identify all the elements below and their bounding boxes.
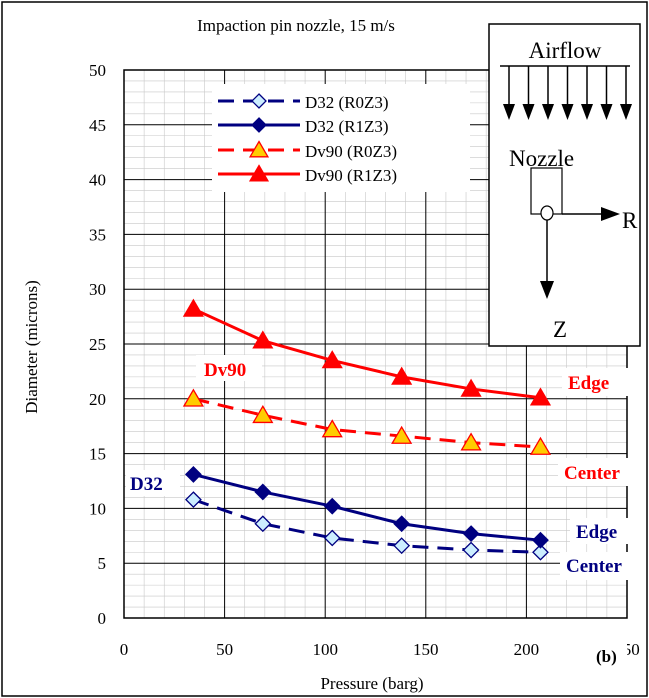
y-tick-label: 30 — [89, 280, 106, 299]
legend-label-d32-r1z3: D32 (R1Z3) — [305, 117, 389, 136]
x-tick-label: 200 — [514, 640, 540, 659]
data-series — [182, 298, 552, 561]
airflow-arrowhead — [522, 104, 535, 120]
series-2-point — [393, 515, 411, 533]
legend-label-dv90-r1z3: Dv90 (R1Z3) — [305, 166, 397, 185]
y-tick-label: 15 — [89, 445, 106, 464]
airflow-arrowhead — [542, 104, 554, 120]
series-1-point — [254, 515, 272, 533]
legend-swatch-marker-1 — [251, 93, 267, 109]
x-tick-label: 50 — [216, 640, 233, 659]
airflow-arrowhead — [581, 104, 593, 120]
airflow-arrows — [500, 65, 632, 120]
annotation-center-red: Center — [564, 463, 620, 484]
nozzle-schematic-inset: Airflow Nozzle R Z — [488, 23, 641, 347]
edge-blue-bg — [570, 518, 632, 544]
series-2-point — [532, 531, 549, 549]
y-tick-label: 50 — [89, 61, 106, 80]
nozzle-orifice — [540, 205, 554, 221]
center-blue-bg — [560, 552, 644, 580]
series-4-point — [391, 366, 413, 385]
z-axis-arrowhead — [540, 281, 554, 299]
series-3-point — [321, 419, 343, 438]
airflow-arrowhead — [561, 104, 574, 120]
series-4-point — [321, 350, 343, 369]
y-tick-label: 10 — [89, 499, 106, 518]
y-tick-label: 5 — [98, 554, 107, 573]
series-2-point — [323, 497, 341, 515]
annotation-d32: D32 — [130, 474, 163, 495]
x-axis-label: Pressure (barg) — [320, 674, 423, 693]
series-1-point — [462, 541, 480, 559]
series-3-point — [391, 425, 413, 444]
dv90-annotation-bg — [196, 355, 262, 381]
series-4-point — [460, 378, 482, 397]
panel-label: (b) — [596, 647, 617, 666]
y-tick-label: 20 — [89, 390, 106, 409]
series-2-point — [462, 525, 480, 543]
legend-swatch-marker-3 — [248, 140, 270, 158]
series-4-point — [529, 387, 552, 406]
annotation-dv90: Dv90 — [204, 360, 246, 381]
inset-r-label: R — [622, 208, 638, 233]
y-tick-label: 40 — [89, 171, 106, 190]
legend-swatch-marker-2 — [251, 117, 267, 133]
x-tick-labels: 050100150200250 — [120, 640, 640, 659]
inset-nozzle-label: Nozzle — [509, 146, 574, 171]
inset-z-label: Z — [553, 317, 567, 342]
legend: D32 (R0Z3) D32 (R1Z3) Dv90 (R0Z3) Dv90 (… — [212, 84, 470, 192]
x-tick-label: 0 — [120, 640, 129, 659]
inset-box — [488, 23, 641, 347]
annotation-edge-blue: Edge — [576, 522, 617, 543]
series-1-point — [323, 529, 341, 547]
d32-annotation-bg — [126, 470, 180, 496]
series-2-point — [184, 466, 202, 483]
legend-label-d32-r0z3: D32 (R0Z3) — [305, 93, 389, 112]
series-3-point — [460, 432, 482, 451]
y-tick-label: 0 — [98, 609, 107, 628]
airflow-arrowhead — [503, 104, 515, 120]
series-3-point — [182, 388, 204, 407]
y-tick-label: 45 — [89, 116, 106, 135]
inset-airflow-label: Airflow — [529, 38, 602, 63]
chart-title: Impaction pin nozzle, 15 m/s — [197, 16, 395, 35]
airflow-arrowhead — [620, 104, 632, 120]
series-3-point — [529, 436, 552, 455]
annotation-center-blue: Center — [566, 556, 622, 577]
y-tick-label: 35 — [89, 225, 106, 244]
edge-red-bg — [562, 368, 630, 396]
airflow-arrowhead — [600, 104, 613, 120]
annotation-edge-red: Edge — [568, 373, 609, 394]
center-red-bg — [558, 458, 642, 486]
r-axis-arrowhead — [601, 207, 620, 221]
series-4-point — [182, 298, 204, 317]
series-1-point — [184, 491, 202, 509]
series-1-point — [393, 537, 411, 555]
series-1-point — [532, 543, 549, 561]
series-3-point — [252, 404, 274, 424]
x-tick-label: 150 — [413, 640, 439, 659]
legend-label-dv90-r0z3: Dv90 (R0Z3) — [305, 142, 397, 161]
y-axis-label: Diameter (microns) — [22, 280, 41, 414]
x-tick-label: 100 — [312, 640, 338, 659]
y-tick-label: 25 — [89, 335, 106, 354]
series-line-3 — [193, 397, 541, 449]
series-2-point — [254, 483, 272, 501]
series-4-point — [252, 330, 274, 349]
panel-label-bg — [593, 644, 627, 666]
legend-swatch-marker-4 — [248, 164, 270, 182]
y-tick-labels: 0 5 10 15 20 25 30 35 40 45 50 — [89, 61, 106, 628]
